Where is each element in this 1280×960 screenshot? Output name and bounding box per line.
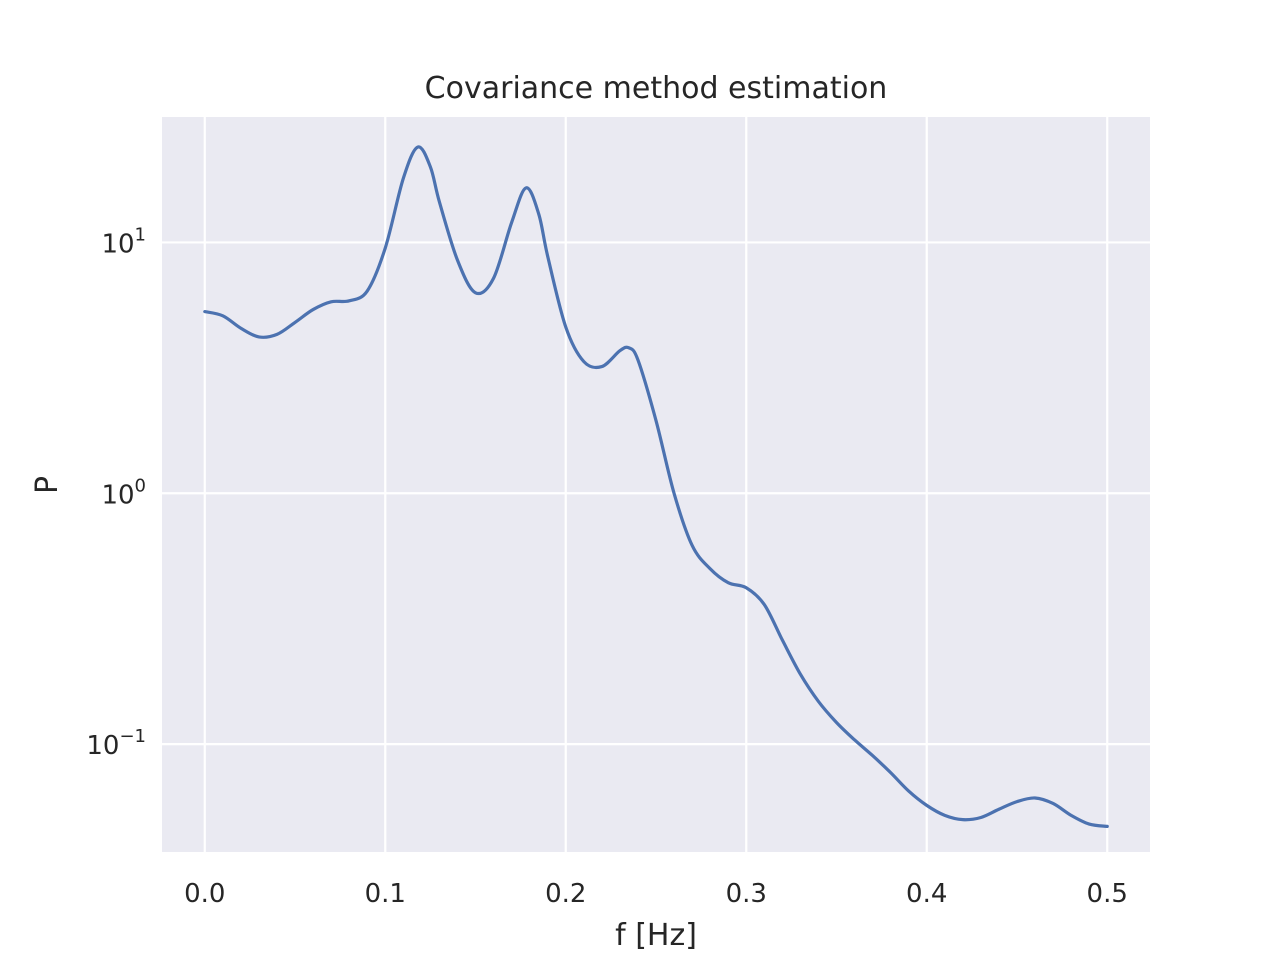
x-tick-label: 0.4	[906, 879, 947, 909]
x-tick-label: 0.3	[726, 879, 767, 909]
grid-lines	[162, 117, 1150, 852]
y-tick-label: 100	[101, 475, 146, 510]
y-tick-label: 10−1	[86, 726, 146, 761]
chart-title: Covariance method estimation	[425, 71, 888, 106]
y-tick-label: 101	[101, 224, 146, 259]
x-tick-label: 0.2	[545, 879, 586, 909]
x-axis-label: f [Hz]	[615, 918, 697, 953]
psd-series-line	[203, 145, 1109, 828]
x-tick-label: 0.0	[184, 879, 225, 909]
plot-area	[162, 117, 1150, 852]
y-tick-labels: 101 100 10−1	[86, 224, 146, 761]
x-tick-label: 0.5	[1087, 879, 1128, 909]
y-axis-label: P	[30, 476, 65, 494]
x-tick-labels: 0.0 0.1 0.2 0.3 0.4 0.5	[184, 879, 1128, 909]
series-layer	[203, 145, 1109, 828]
x-tick-label: 0.1	[365, 879, 406, 909]
